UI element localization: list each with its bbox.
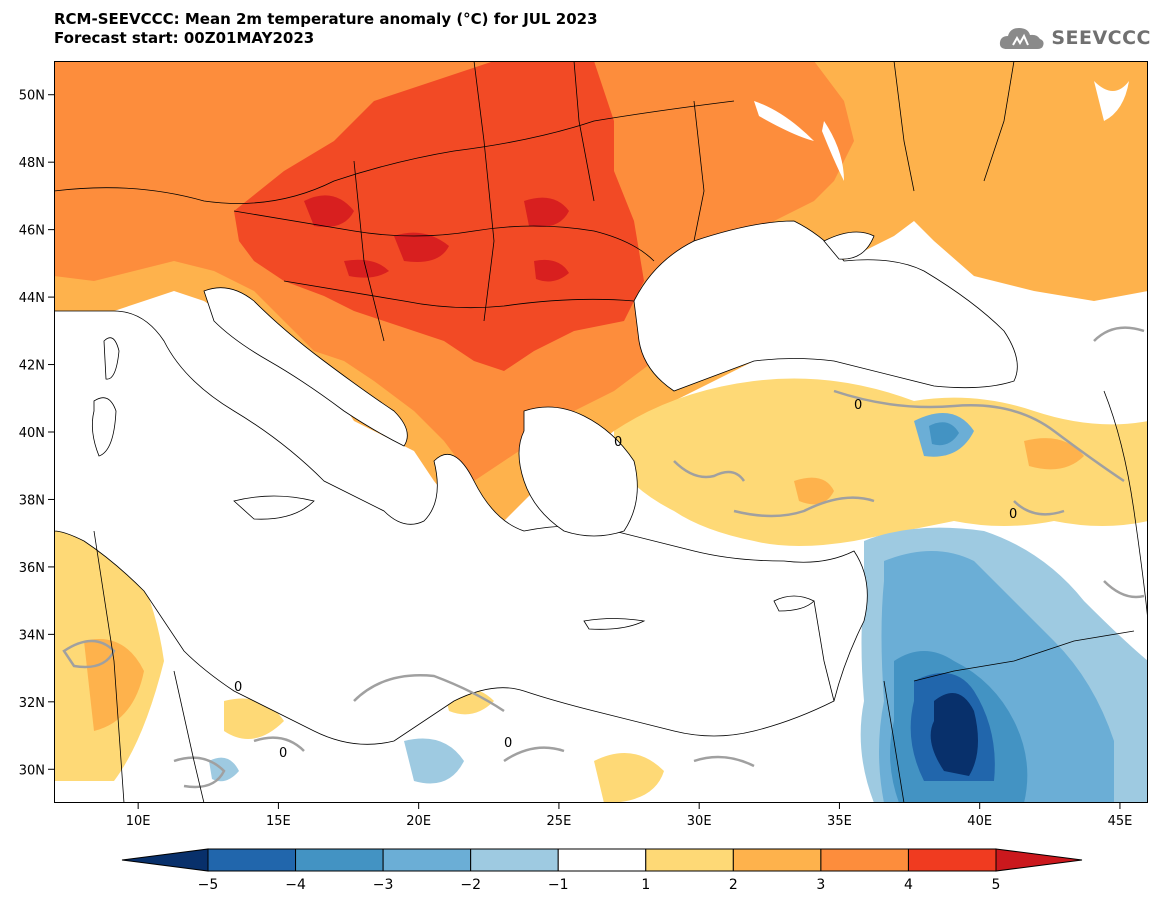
- anomaly-core-serbia: [394, 232, 449, 262]
- anomaly-field-turkey-neg-core: [929, 422, 959, 446]
- colorbar-box: [557, 848, 647, 872]
- contour-label: 0: [854, 398, 862, 413]
- anomaly-field-4-5: [234, 61, 644, 371]
- seevccc-logo: SEEVCCC: [997, 22, 1151, 54]
- map-frame-border: [54, 61, 1148, 803]
- contour-label: 0: [279, 746, 287, 761]
- logo-text: SEEVCCC: [1051, 27, 1151, 49]
- colorbar-label: −1: [548, 877, 569, 893]
- contour-label: 0: [1009, 507, 1017, 522]
- anomaly-core-hungary: [304, 195, 354, 227]
- map-panel: 0 0 0 0 0 0: [54, 61, 1148, 803]
- colorbar-label: 4: [904, 877, 913, 893]
- colorbar-box: [907, 848, 997, 872]
- colorbar-label: 1: [641, 877, 650, 893]
- colorbar-box: [732, 848, 822, 872]
- mediterranean-sea: [54, 310, 868, 745]
- river-white-3: [1094, 81, 1129, 121]
- river-white-1: [754, 101, 814, 141]
- colorbar-label: −3: [373, 877, 394, 893]
- black-sea: [633, 220, 1018, 392]
- contour-label: 0: [614, 435, 622, 450]
- colorbar-box: [207, 848, 297, 872]
- anomaly-field-levant-neg5: [930, 693, 978, 776]
- aegean-sea: [518, 406, 638, 537]
- forecast-start: Forecast start: 00Z01MAY2023: [54, 29, 315, 47]
- sea-of-azov: [823, 231, 875, 260]
- colorbar-box: [645, 848, 734, 872]
- colorbar-label: 3: [816, 877, 825, 893]
- anomaly-field-africa-6: [404, 738, 464, 784]
- anomaly-field-africa-5: [594, 753, 664, 803]
- anomaly-field-east-2-3: [1024, 438, 1084, 470]
- colorbar-label: −5: [198, 877, 219, 893]
- cloud-icon: [1000, 28, 1044, 49]
- anomaly-core-croatia: [344, 259, 389, 278]
- colorbar-box: [295, 848, 384, 872]
- colorbar-label: 5: [992, 877, 1001, 893]
- country-borders: [54, 61, 1148, 803]
- zero-contours: [62, 326, 1145, 789]
- colorbar-label: −2: [460, 877, 481, 893]
- contour-label: 0: [234, 680, 242, 695]
- river-white-2: [822, 121, 844, 181]
- colorbar-box: [470, 848, 559, 872]
- anomaly-core-romania: [524, 197, 569, 227]
- anomaly-map: 0 0 0 0 0 0: [54, 61, 1148, 803]
- colorbar-low-extend: [121, 848, 209, 872]
- adriatic-sea: [203, 287, 408, 447]
- anomaly-field-africa-2: [84, 639, 144, 731]
- colorbar-box: [820, 848, 909, 872]
- islands: [91, 337, 815, 630]
- anomaly-core-bulgaria: [534, 259, 569, 282]
- contour-label: 0: [504, 736, 512, 751]
- anomaly-field-anatolia-2-3: [794, 477, 834, 505]
- anomaly-field-anatolia: [614, 378, 1148, 546]
- colorbar-box: [382, 848, 472, 872]
- map-title: RCM-SEEVCCC: Mean 2m temperature anomaly…: [54, 10, 598, 28]
- colorbar-label: 2: [729, 877, 738, 893]
- title-block: RCM-SEEVCCC: Mean 2m temperature anomaly…: [54, 10, 598, 48]
- colorbar-high-extend: [995, 848, 1083, 872]
- colorbar-label: −4: [285, 877, 306, 893]
